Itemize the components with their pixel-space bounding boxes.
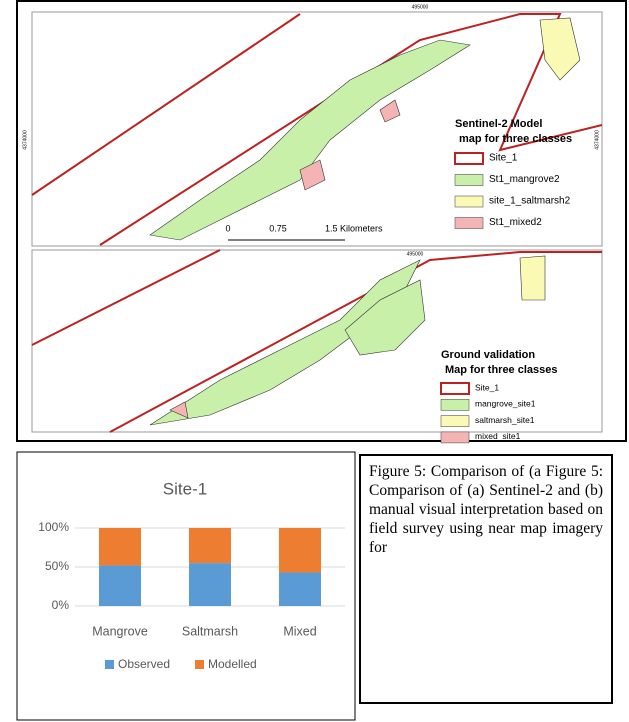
legend-label: Site_1	[475, 382, 499, 392]
x-tick-label: Saltmarsh	[182, 624, 238, 638]
caption: Figure 5: Comparison of (a Figure 5: Com…	[359, 454, 613, 704]
legend-swatch	[441, 432, 469, 443]
bar-segment	[279, 528, 321, 572]
x-tick-label: Mangrove	[92, 624, 148, 638]
legend-label: mangrove_site1	[475, 399, 536, 409]
bar-segment	[99, 565, 141, 606]
legend-label: mixed_site1	[475, 431, 521, 441]
scale-label: 0	[225, 223, 230, 233]
scale-label: 1.5 Kilometers	[325, 223, 383, 233]
legend-title: Ground validation	[441, 349, 535, 361]
y-tick-label: 50%	[45, 559, 69, 573]
legend-title: Map for three classes	[445, 364, 558, 376]
legend-swatch	[441, 399, 469, 410]
legend-swatch	[195, 660, 204, 669]
x-tick-label: Mixed	[283, 624, 316, 638]
legend-label: St1_mixed2	[489, 217, 542, 228]
bar-segment	[189, 563, 231, 606]
legend-swatch	[105, 660, 114, 669]
coordinate: 495000	[407, 251, 424, 257]
bar-segment	[189, 528, 231, 563]
legend-swatch	[455, 196, 483, 207]
y-tick-label: 100%	[38, 520, 69, 534]
legend-label: Site_1	[489, 153, 518, 164]
legend-title: map for three classes	[459, 133, 572, 145]
saltmarsh-patch	[520, 256, 545, 300]
coordinate: 495000	[412, 4, 429, 10]
legend-label: Modelled	[208, 657, 257, 671]
chart-title: Site-1	[163, 479, 207, 498]
y-tick-label: 0%	[52, 598, 70, 612]
legend-label: site_1_saltmarsh2	[489, 196, 571, 207]
legend-label: St1_mangrove2	[489, 174, 560, 185]
legend-swatch	[455, 218, 483, 229]
legend-swatch	[441, 416, 469, 427]
legend-label: Observed	[118, 657, 170, 671]
legend-label: saltmarsh_site1	[475, 415, 535, 425]
coordinate: 4374000	[22, 130, 28, 150]
bar-segment	[279, 572, 321, 606]
map-a: 495000 4374000 4374000 Sentinel-2 Model …	[22, 4, 602, 246]
legend-title: Sentinel-2 Model	[455, 118, 542, 130]
bar-segment	[99, 528, 141, 565]
legend-swatch	[455, 175, 483, 186]
page: 495000 4374000 4374000 Sentinel-2 Model …	[0, 0, 629, 722]
scale-label: 0.75	[269, 223, 287, 233]
coordinate: 4374000	[594, 130, 600, 150]
